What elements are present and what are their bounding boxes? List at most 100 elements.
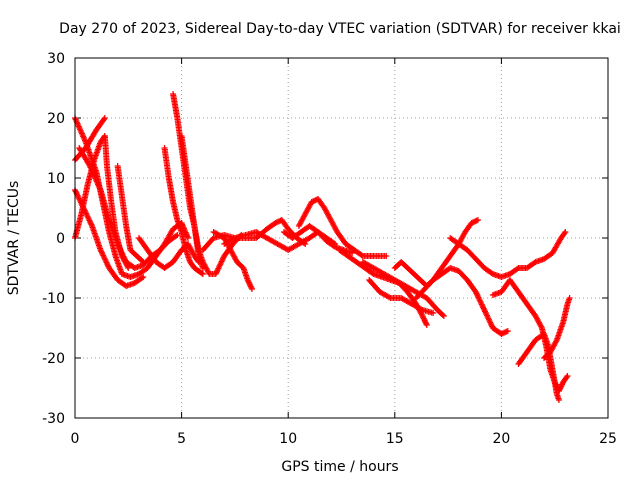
data-point (477, 298, 484, 305)
data-point (214, 268, 221, 275)
data-point (103, 259, 110, 266)
y-axis-label: SDTVAR / TECUs (6, 181, 22, 296)
data-point (75, 193, 82, 200)
data-point (562, 229, 569, 235)
data-point (472, 289, 479, 295)
data-point (474, 217, 481, 223)
data-point (215, 264, 222, 271)
data-point (418, 306, 425, 313)
data-point (349, 250, 356, 256)
data-point (485, 315, 492, 322)
series-track-7 (114, 163, 147, 265)
data-point (480, 305, 487, 312)
x-tick-label: 25 (599, 431, 617, 447)
data-point (213, 269, 220, 276)
data-point (473, 290, 480, 297)
y-tick-label: -10 (42, 291, 65, 307)
data-point (212, 271, 219, 277)
x-tick-label: 5 (177, 431, 186, 447)
data-point (88, 221, 95, 228)
data-point (248, 286, 255, 292)
data-point (386, 294, 393, 301)
plot-frame (74, 57, 609, 419)
data-point (478, 301, 485, 308)
data-point (418, 311, 425, 318)
data-point (330, 243, 337, 250)
x-tick-label: 10 (279, 431, 297, 447)
data-point (125, 265, 132, 271)
data-point (104, 260, 111, 267)
data-point (86, 217, 93, 224)
data-point (98, 249, 105, 256)
data-point (476, 297, 483, 304)
data-point (561, 230, 568, 237)
data-point (99, 251, 106, 258)
data-point (102, 258, 109, 265)
data-point (76, 196, 83, 203)
data-point (487, 319, 494, 326)
data-point (566, 295, 573, 301)
axis-ticks: 0 5 10 15 20 25 -30 -20 -10 0 10 20 30 (42, 51, 617, 447)
data-point (100, 253, 107, 260)
x-tick-label: 20 (492, 431, 510, 447)
x-tick-label: 0 (71, 431, 80, 447)
data-point (474, 293, 481, 300)
data-point (488, 322, 495, 329)
grid-lines (75, 58, 608, 418)
data-point (100, 252, 107, 259)
data-point (199, 265, 206, 271)
data-point (97, 247, 104, 253)
data-point (482, 309, 489, 316)
series-track-22 (447, 229, 569, 280)
data-point (98, 248, 105, 255)
data-point (476, 295, 483, 302)
data-point (479, 302, 486, 309)
data-point (104, 262, 111, 269)
x-tick-label: 15 (386, 431, 404, 447)
data-point (485, 316, 492, 323)
data-point (555, 397, 562, 403)
data-point (75, 195, 82, 202)
series-track-17 (336, 247, 430, 328)
data-point (199, 271, 206, 277)
data-point (484, 313, 491, 320)
data-point (514, 265, 521, 272)
y-tick-label: 10 (47, 171, 65, 187)
series-track-25 (541, 295, 573, 361)
data-point (478, 300, 485, 307)
data-point (87, 220, 94, 227)
data-point (383, 253, 390, 259)
data-point (139, 274, 146, 281)
data-point (85, 216, 92, 223)
series-track-21 (413, 265, 511, 337)
series-track-18 (359, 259, 447, 319)
data-point (487, 320, 494, 327)
data-point (483, 312, 490, 319)
data-point (440, 313, 447, 319)
data-point (563, 374, 570, 381)
data-point (73, 189, 80, 196)
data-point (423, 320, 430, 327)
data-point (488, 270, 495, 277)
data-point (124, 263, 131, 270)
data-markers (72, 91, 573, 403)
series-track-12 (210, 229, 255, 292)
data-point (553, 338, 560, 345)
series-track-6 (101, 133, 132, 271)
data-point (423, 322, 430, 328)
y-tick-label: 30 (47, 51, 65, 67)
data-point (101, 115, 108, 121)
series-track-19 (366, 277, 437, 316)
data-point (475, 294, 482, 301)
data-point (369, 270, 376, 277)
y-tick-label: -30 (42, 411, 65, 427)
data-point (84, 213, 91, 220)
data-point (100, 116, 107, 123)
data-point (219, 255, 226, 262)
series-track-11 (178, 133, 206, 271)
chart-title: Day 270 of 2023, Sidereal Day-to-day VTE… (59, 21, 621, 37)
data-point (486, 318, 493, 325)
data-point (85, 214, 92, 221)
x-axis-label: GPS time / hours (281, 459, 398, 475)
